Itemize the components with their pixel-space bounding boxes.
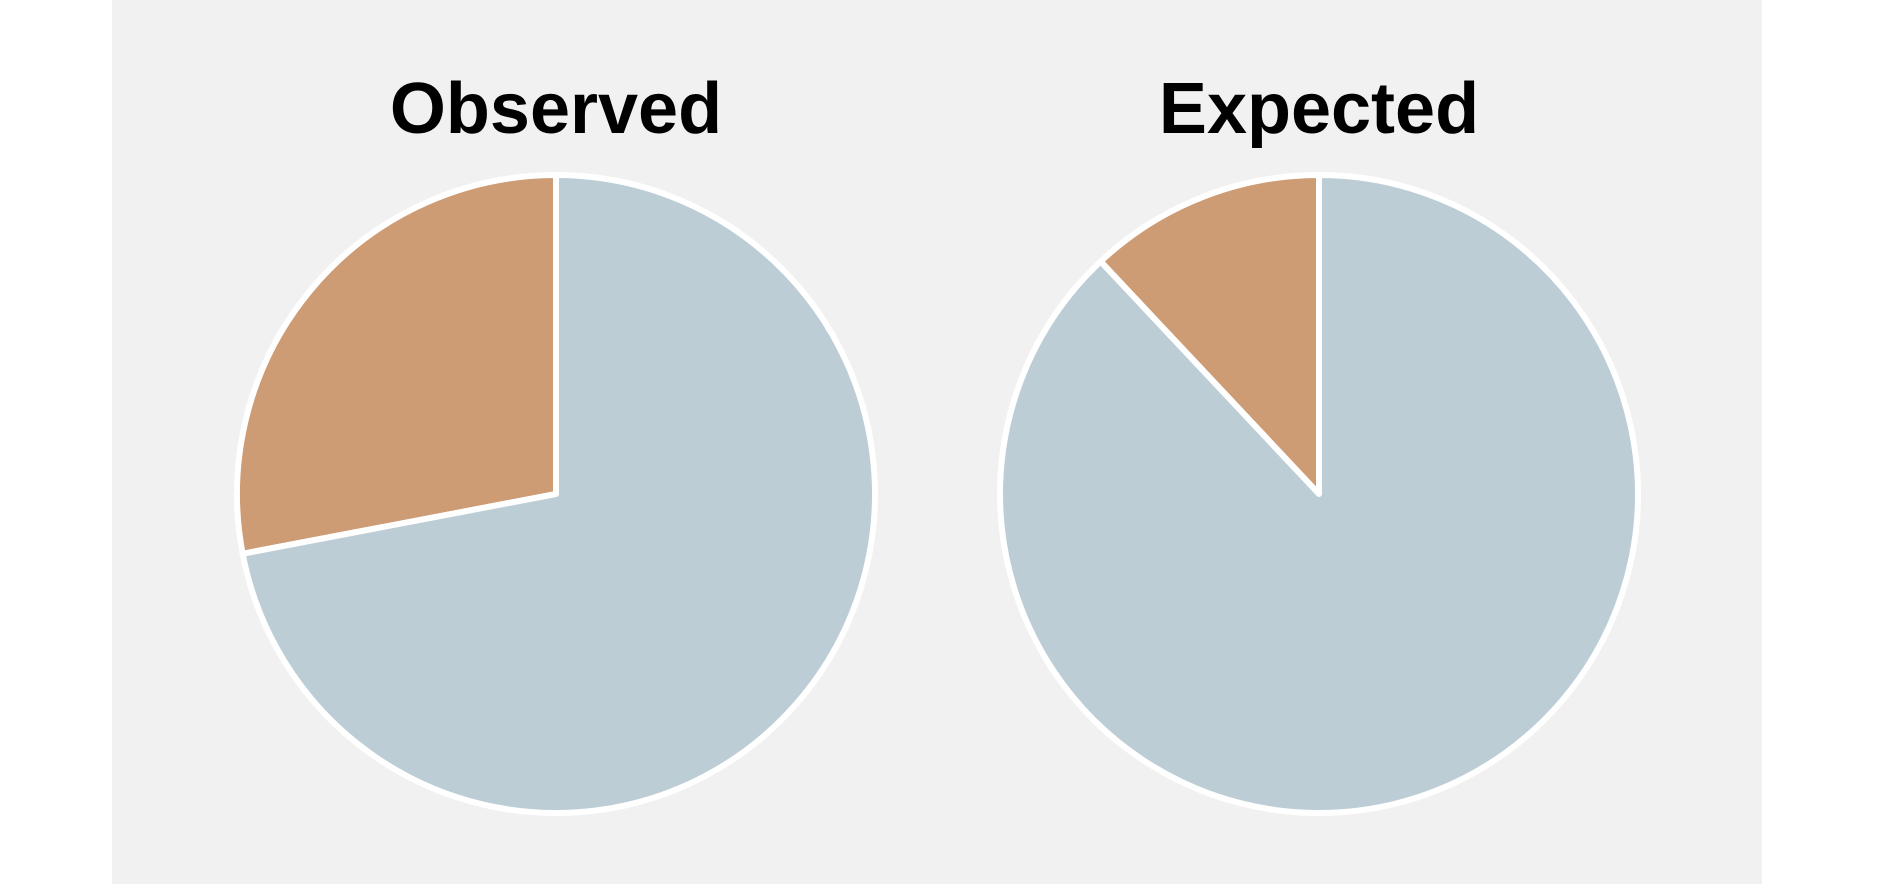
pie-slice-observed-2 xyxy=(239,172,878,816)
pie-slice-expected-1 xyxy=(1097,172,1322,497)
pie-chart-observed: Observed xyxy=(234,69,878,816)
pie-chart-expected: Expected xyxy=(997,69,1641,816)
pie-slice-expected-2 xyxy=(997,172,1641,816)
pie-slice-observed-1 xyxy=(234,172,559,557)
pie-title-observed: Observed xyxy=(390,69,722,149)
pie-title-expected: Expected xyxy=(1159,69,1479,149)
